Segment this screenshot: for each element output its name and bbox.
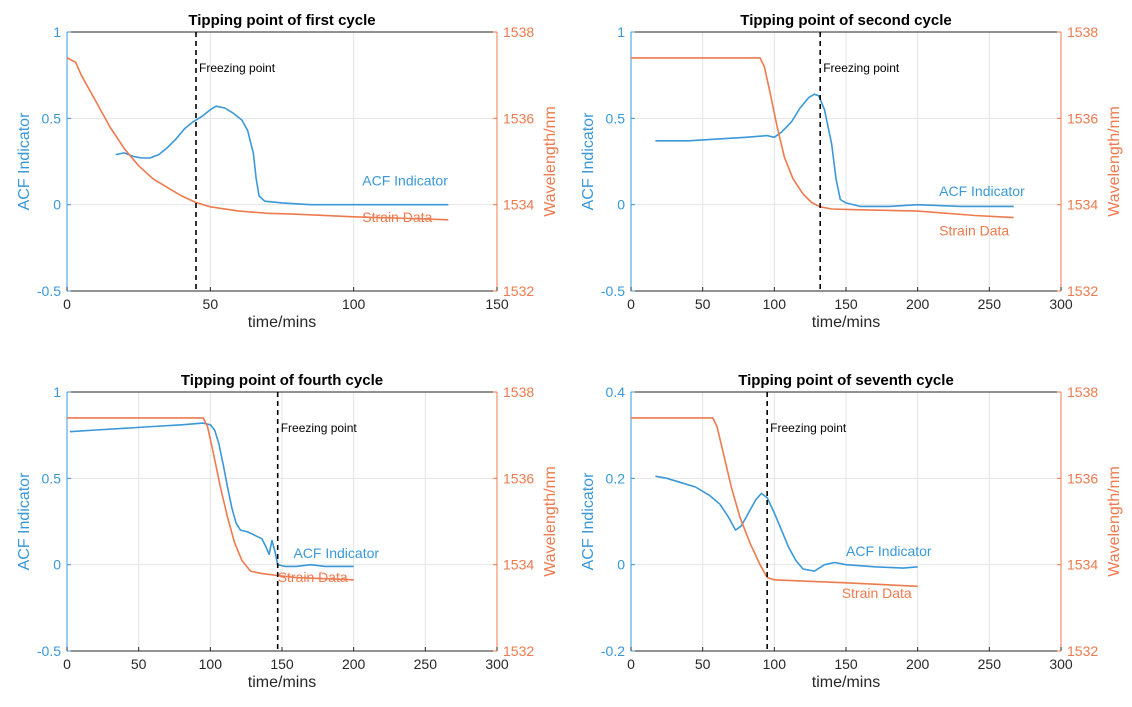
chart-3-ytick-left-label--0.5: -0.5 — [37, 643, 61, 659]
chart-2-ytick-right-label-1536: 1536 — [1067, 110, 1098, 126]
chart-3-ytick-right-label-1536: 1536 — [503, 470, 534, 486]
chart-2-xlabel: time/mins — [812, 314, 880, 331]
chart-2: 0 50 100 150 200 250 300-0.500.511532153415361… — [580, 12, 1123, 331]
chart-1-ytick-left-label-0.5: 0.5 — [42, 110, 62, 126]
chart-3-xtick-label-150: 150 — [270, 656, 294, 672]
chart-2-label-acf: ACF Indicator — [939, 183, 1025, 199]
chart-1-series-strain — [66, 57, 449, 221]
chart-1: 0 50 100 150-0.500.511532153415361538Tippin… — [16, 12, 559, 331]
chart-2-xtick-label-150: 150 — [834, 296, 858, 312]
chart-3-ytick-right-label-1538: 1538 — [503, 384, 534, 400]
chart-1-xtick-label-150: 150 — [485, 296, 509, 312]
chart-3-title: Tipping point of fourth cycle — [181, 372, 383, 389]
chart-1-label-acf: ACF Indicator — [362, 173, 448, 189]
chart-2-xtick-label-50: 50 — [695, 296, 711, 312]
chart-1-ytick-left-label-1: 1 — [53, 24, 61, 40]
chart-4-xtick-label-0: 0 — [627, 656, 635, 672]
chart-4-freezing-label: Freezing point — [770, 421, 847, 435]
chart-4-ytick-right-label-1534: 1534 — [1067, 557, 1098, 573]
chart-3-freezing-label: Freezing point — [281, 421, 358, 435]
chart-2-title: Tipping point of second cycle — [740, 12, 951, 29]
chart-4-ytick-right-label-1532: 1532 — [1067, 643, 1098, 659]
chart-3: 0 50 100 150 200 250 300-0.500.511532153415361… — [16, 372, 559, 691]
chart-3-label-acf: ACF Indicator — [293, 545, 379, 561]
chart-2-xtick-label-100: 100 — [763, 296, 787, 312]
chart-4-title: Tipping point of seventh cycle — [738, 372, 954, 389]
chart-1-series-acf — [115, 105, 449, 206]
chart-3-ylabel-left: ACF Indicator — [16, 472, 33, 570]
chart-1-freezing-label: Freezing point — [199, 61, 276, 75]
chart-2-ytick-right-label-1538: 1538 — [1067, 24, 1098, 40]
chart-4: 0 50 100 150 200 250 300-0.200.20.415321534153… — [580, 372, 1123, 691]
chart-3-ytick-left-label-0: 0 — [53, 557, 61, 573]
chart-3-xtick-label-300: 300 — [485, 656, 509, 672]
chart-2-label-strain: Strain Data — [939, 223, 1009, 239]
chart-4-xtick-label-50: 50 — [695, 656, 711, 672]
chart-3-label-strain: Strain Data — [278, 569, 348, 585]
chart-4-ytick-left-label-0.2: 0.2 — [606, 470, 626, 486]
chart-2-ylabel-right: Wavelength/nm — [1106, 106, 1123, 217]
chart-1-ytick-right-label-1532: 1532 — [503, 283, 534, 299]
chart-2-series-strain — [631, 57, 1014, 219]
chart-1-xtick-label-0: 0 — [63, 296, 71, 312]
chart-2-xtick-label-0: 0 — [627, 296, 635, 312]
chart-2-ytick-right-label-1534: 1534 — [1067, 197, 1098, 213]
chart-3-ytick-right-label-1532: 1532 — [503, 643, 534, 659]
chart-4-series-strain — [631, 417, 918, 588]
chart-1-ylabel-left: ACF Indicator — [16, 112, 33, 210]
chart-4-label-acf: ACF Indicator — [846, 543, 932, 559]
chart-3-xtick-label-50: 50 — [131, 656, 147, 672]
chart-4-xtick-label-200: 200 — [906, 656, 930, 672]
chart-3-xtick-label-200: 200 — [342, 656, 366, 672]
chart-4-ytick-left-label-0.4: 0.4 — [606, 384, 626, 400]
chart-3-ytick-right-label-1534: 1534 — [503, 557, 534, 573]
chart-1-xtick-label-50: 50 — [203, 296, 219, 312]
chart-4-ytick-left-label-0: 0 — [617, 557, 625, 573]
chart-4-xlabel: time/mins — [812, 674, 880, 691]
chart-1-title: Tipping point of first cycle — [188, 12, 375, 29]
chart-2-ytick-right-label-1532: 1532 — [1067, 283, 1098, 299]
chart-4-ytick-right-label-1536: 1536 — [1067, 470, 1098, 486]
chart-4-xtick-label-100: 100 — [763, 656, 787, 672]
chart-2-xtick-label-250: 250 — [978, 296, 1002, 312]
chart-2-ytick-left-label-0.5: 0.5 — [606, 110, 626, 126]
chart-2-ylabel-left: ACF Indicator — [580, 112, 597, 210]
chart-3-ytick-left-label-0.5: 0.5 — [42, 470, 62, 486]
chart-4-ylabel-right: Wavelength/nm — [1106, 466, 1123, 577]
chart-2-ytick-left-label-1: 1 — [617, 24, 625, 40]
chart-1-xlabel: time/mins — [248, 314, 316, 331]
chart-2-xtick-label-200: 200 — [906, 296, 930, 312]
chart-3-ylabel-right: Wavelength/nm — [542, 466, 559, 577]
chart-3-xlabel: time/mins — [248, 674, 316, 691]
chart-1-ylabel-right: Wavelength/nm — [542, 106, 559, 217]
chart-2-ytick-left-label-0: 0 — [617, 197, 625, 213]
chart-2-series-acf — [655, 93, 1014, 208]
chart-2-xtick-label-300: 300 — [1049, 296, 1073, 312]
chart-1-ytick-right-label-1536: 1536 — [503, 110, 534, 126]
chart-1-ytick-left-label-0: 0 — [53, 197, 61, 213]
chart-3-series-acf — [69, 422, 354, 568]
chart-2-freezing-label: Freezing point — [823, 61, 900, 75]
chart-1-ytick-right-label-1538: 1538 — [503, 24, 534, 40]
chart-4-xtick-label-150: 150 — [834, 656, 858, 672]
chart-4-label-strain: Strain Data — [842, 585, 912, 601]
chart-3-xtick-label-100: 100 — [199, 656, 223, 672]
chart-4-ytick-right-label-1538: 1538 — [1067, 384, 1098, 400]
chart-4-series-acf — [655, 475, 918, 572]
chart-1-ytick-left-label--0.5: -0.5 — [37, 283, 61, 299]
chart-3-xtick-label-250: 250 — [414, 656, 438, 672]
chart-2-ytick-left-label--0.5: -0.5 — [601, 283, 625, 299]
chart-1-xtick-label-100: 100 — [342, 296, 366, 312]
chart-4-ytick-left-label--0.2: -0.2 — [601, 643, 625, 659]
chart-1-ytick-right-label-1534: 1534 — [503, 197, 534, 213]
chart-4-ylabel-left: ACF Indicator — [580, 472, 597, 570]
chart-1-label-strain: Strain Data — [362, 209, 432, 225]
chart-4-xtick-label-300: 300 — [1049, 656, 1073, 672]
chart-3-ytick-left-label-1: 1 — [53, 384, 61, 400]
chart-4-xtick-label-250: 250 — [978, 656, 1002, 672]
chart-3-xtick-label-0: 0 — [63, 656, 71, 672]
